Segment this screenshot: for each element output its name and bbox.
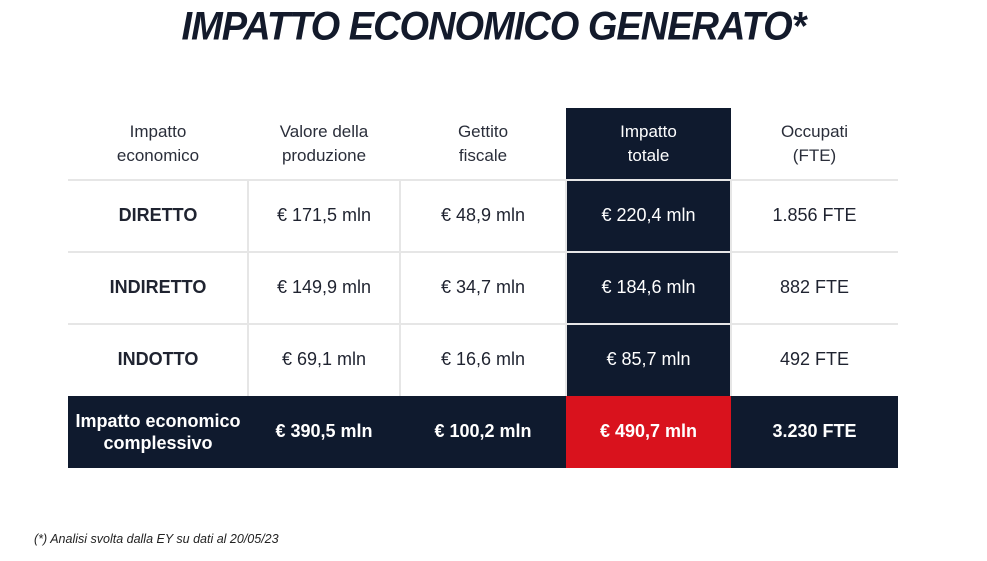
total-impatto-totale: € 490,7 mln	[566, 396, 731, 468]
header-valore-produzione: Valore della produzione	[248, 108, 400, 180]
header-gettito-fiscale: Gettito fiscale	[400, 108, 566, 180]
column-divider	[565, 180, 567, 396]
cell-occupati-indotto: 492 FTE	[779, 349, 850, 370]
total-occupati: 3.230 FTE	[731, 396, 898, 468]
total-valore: € 390,5 mln	[248, 396, 400, 468]
header-line: Impatto	[620, 122, 677, 142]
total-row-label: Impatto economico complessivo	[68, 396, 248, 468]
header-line: totale	[627, 146, 670, 165]
cell-gettito-indotto: € 16,6 mln	[440, 349, 526, 370]
total-label-line: Impatto economico	[75, 410, 241, 431]
row-divider	[68, 179, 898, 181]
cell-gettito-indiretto: € 34,7 mln	[440, 277, 526, 298]
row-label-indotto: INDOTTO	[117, 349, 199, 370]
economic-impact-table: Impatto economico Valore della produzione …	[68, 108, 898, 468]
total-label-line: complessivo	[103, 433, 213, 453]
cell-valore-indotto: € 69,1 mln	[281, 349, 367, 370]
column-divider	[399, 180, 401, 396]
header-line: Gettito	[457, 122, 509, 142]
row-label-diretto: DIRETTO	[118, 205, 198, 226]
cell-occupati-indiretto: 882 FTE	[779, 277, 850, 298]
header-line: produzione	[281, 146, 367, 165]
cell-occupati-diretto: 1.856 FTE	[772, 205, 857, 226]
row-label-indiretto: INDIRETTO	[109, 277, 207, 298]
cell-valore-indiretto: € 149,9 mln	[276, 277, 372, 298]
footnote: (*) Analisi svolta dalla EY su dati al 2…	[34, 532, 279, 546]
header-line: Impatto	[129, 122, 187, 142]
header-impatto-economico: Impatto economico	[68, 108, 248, 180]
header-line: economico	[116, 146, 200, 165]
cell-totale-diretto: € 220,4 mln	[566, 180, 731, 252]
header-impatto-totale: Impatto totale	[566, 108, 731, 180]
cell-totale-indiretto: € 184,6 mln	[566, 252, 731, 324]
header-line: fiscale	[458, 146, 508, 165]
column-divider	[247, 180, 249, 396]
cell-valore-diretto: € 171,5 mln	[276, 205, 372, 226]
total-gettito: € 100,2 mln	[400, 396, 566, 468]
row-divider	[68, 251, 898, 253]
header-line: Occupati	[780, 122, 849, 142]
header-line: (FTE)	[792, 146, 837, 165]
header-line: Valore della	[279, 122, 369, 142]
row-divider	[68, 323, 898, 325]
cell-totale-indotto: € 85,7 mln	[566, 324, 731, 396]
header-occupati: Occupati (FTE)	[731, 108, 898, 180]
cell-gettito-diretto: € 48,9 mln	[440, 205, 526, 226]
column-divider	[730, 180, 732, 396]
page-title: IMPATTO ECONOMICO GENERATO*	[181, 4, 807, 50]
